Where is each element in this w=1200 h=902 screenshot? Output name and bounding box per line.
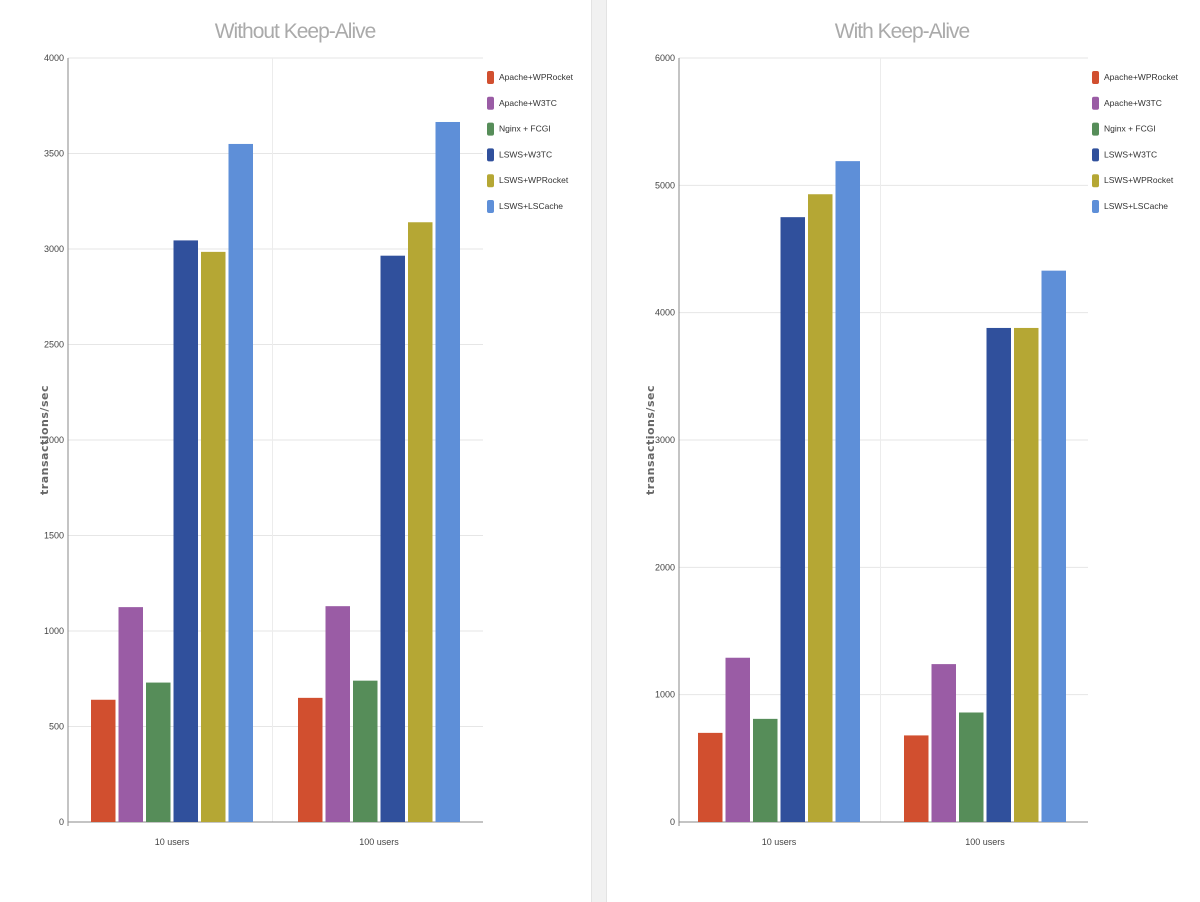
chart-title: With Keep-Alive	[835, 20, 970, 43]
y-tick-label: 0	[670, 817, 675, 827]
y-tick-label: 0	[59, 817, 64, 827]
legend-entry: LSWS+WPRocket	[499, 175, 569, 185]
legend-swatch	[1092, 200, 1099, 213]
bar-apache-w3tc-100-users	[325, 606, 350, 822]
bar-apache-wprocket-10-users	[698, 732, 723, 822]
chart-title: Without Keep-Alive	[215, 20, 376, 43]
panel-divider	[591, 0, 592, 902]
legend-swatch	[1092, 71, 1099, 84]
legend-entry: Apache+WPRocket	[1104, 72, 1179, 82]
bar-nginx-fcgi-10-users	[753, 718, 778, 822]
legend-entry: LSWS+W3TC	[499, 149, 552, 159]
bar-nginx-fcgi-100-users	[353, 680, 378, 822]
bar-lsws-wprocket-10-users	[808, 194, 833, 822]
bar-lsws-w3tc-10-users	[780, 217, 805, 822]
legend-entry: Nginx + FCGI	[1104, 124, 1156, 134]
legend-entry: LSWS+LSCache	[499, 201, 563, 211]
legend-swatch	[487, 174, 494, 188]
y-tick-label: 4000	[44, 53, 64, 63]
legend-entry: LSWS+WPRocket	[1104, 175, 1174, 185]
legend-entry: LSWS+W3TC	[1104, 149, 1157, 159]
legend-swatch	[487, 148, 494, 162]
bar-lsws-lscache-10-users	[835, 161, 860, 822]
bar-lsws-wprocket-100-users	[1014, 327, 1039, 822]
bar-lsws-w3tc-10-users	[173, 240, 198, 822]
x-tick-label: 10 users	[155, 837, 190, 847]
y-tick-label: 500	[49, 722, 64, 732]
y-tick-label: 3000	[655, 435, 675, 445]
bar-nginx-fcgi-10-users	[146, 682, 171, 822]
legend-swatch	[487, 122, 494, 136]
bar-apache-wprocket-100-users	[904, 735, 929, 822]
bar-lsws-lscache-10-users	[228, 143, 253, 822]
y-tick-label: 1000	[655, 690, 675, 700]
bar-lsws-wprocket-10-users	[201, 251, 226, 823]
legend-swatch	[487, 200, 494, 213]
panel-divider	[606, 0, 607, 902]
y-tick-label: 6000	[655, 53, 675, 63]
bar-lsws-w3tc-100-users	[380, 255, 405, 822]
y-axis-label: transactions/sec	[644, 385, 657, 495]
legend-swatch	[487, 96, 494, 110]
legend-swatch	[1092, 148, 1099, 162]
bar-nginx-fcgi-100-users	[959, 712, 984, 822]
legend-entry: Apache+W3TC	[1104, 98, 1162, 108]
x-tick-label: 10 users	[762, 837, 797, 847]
y-tick-label: 1500	[44, 531, 64, 541]
legend-swatch	[1092, 174, 1099, 188]
chart-panel-with-keep-alive: With Keep-Alive 0 1000 2000 3000 4000 5000 6000…	[606, 0, 1200, 902]
y-tick-label: 1000	[44, 626, 64, 636]
y-tick-label: 5000	[655, 180, 675, 190]
bar-lsws-wprocket-100-users	[408, 222, 433, 822]
chart-without-keep-alive: Without Keep-Alive 0 500 1000 1500 2000 2500 30…	[38, 20, 574, 847]
legend-swatch	[487, 71, 494, 84]
x-tick-label: 100 users	[965, 837, 1005, 847]
legend-entry: Apache+W3TC	[499, 98, 557, 108]
bar-apache-w3tc-10-users	[118, 607, 143, 822]
chart-with-keep-alive: With Keep-Alive 0 1000 2000 3000 4000 5000 6000…	[644, 20, 1179, 847]
y-tick-label: 2500	[44, 340, 64, 350]
y-axis-label: transactions/sec	[38, 385, 51, 495]
y-tick-label: 2000	[655, 562, 675, 572]
bar-apache-wprocket-10-users	[91, 699, 116, 822]
bar-apache-wprocket-100-users	[298, 697, 323, 822]
y-tick-label: 3500	[44, 149, 64, 159]
legend-entry: Apache+WPRocket	[499, 72, 574, 82]
legend-swatch	[1092, 122, 1099, 136]
y-tick-label: 4000	[655, 308, 675, 318]
bar-lsws-w3tc-100-users	[986, 327, 1011, 822]
legend-swatch	[1092, 96, 1099, 110]
bar-lsws-lscache-100-users	[1041, 270, 1066, 822]
bar-lsws-lscache-100-users	[435, 121, 460, 823]
legend-entry: Nginx + FCGI	[499, 124, 551, 134]
y-tick-label: 2000	[44, 435, 64, 445]
bar-apache-w3tc-10-users	[725, 657, 750, 822]
bar-apache-w3tc-100-users	[931, 664, 956, 822]
x-tick-label: 100 users	[359, 837, 399, 847]
legend-entry: LSWS+LSCache	[1104, 201, 1168, 211]
y-tick-label: 3000	[44, 244, 64, 254]
chart-panel-without-keep-alive: Without Keep-Alive 0 500 1000 1500 2000 2500 30…	[0, 0, 592, 902]
